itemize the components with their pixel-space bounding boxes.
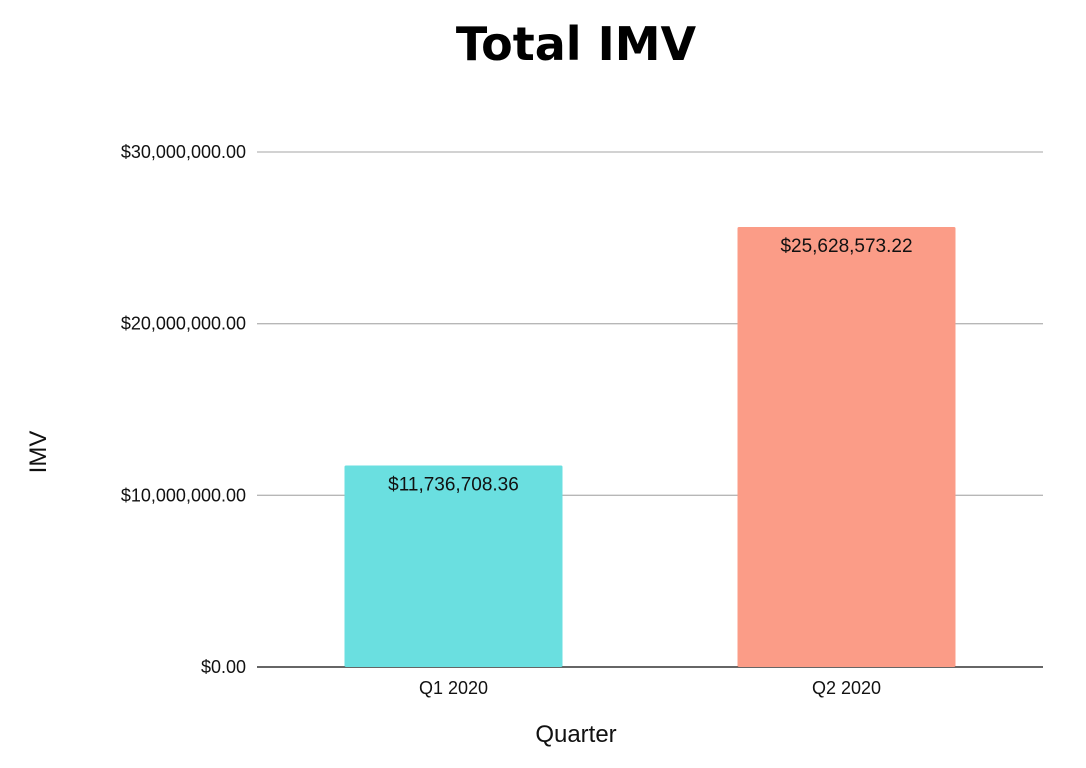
bar-q1-2020[interactable] — [344, 465, 563, 667]
x-tick-label: Q2 2020 — [812, 678, 881, 698]
bar-value-label: $11,736,708.36 — [388, 475, 519, 496]
bars — [344, 227, 956, 667]
y-tick-label: $0.00 — [201, 657, 246, 677]
bar-q2-2020[interactable] — [737, 227, 956, 667]
x-axis-tick-labels: Q1 2020 Q2 2020 — [419, 678, 881, 698]
chart-title: Total IMV — [456, 17, 697, 71]
data-labels: $11,736,708.36 $25,628,573.22 — [388, 236, 912, 495]
y-tick-label: $10,000,000.00 — [121, 485, 246, 505]
x-tick-label: Q1 2020 — [419, 678, 488, 698]
y-axis-tick-labels: $0.00 $10,000,000.00 $20,000,000.00 $30,000… — [121, 142, 246, 677]
y-tick-label: $30,000,000.00 — [121, 142, 246, 162]
x-axis-title: Quarter — [535, 721, 616, 748]
bar-value-label: $25,628,573.22 — [780, 236, 912, 257]
y-tick-label: $20,000,000.00 — [121, 314, 246, 334]
y-axis-title: IMV — [25, 431, 52, 474]
